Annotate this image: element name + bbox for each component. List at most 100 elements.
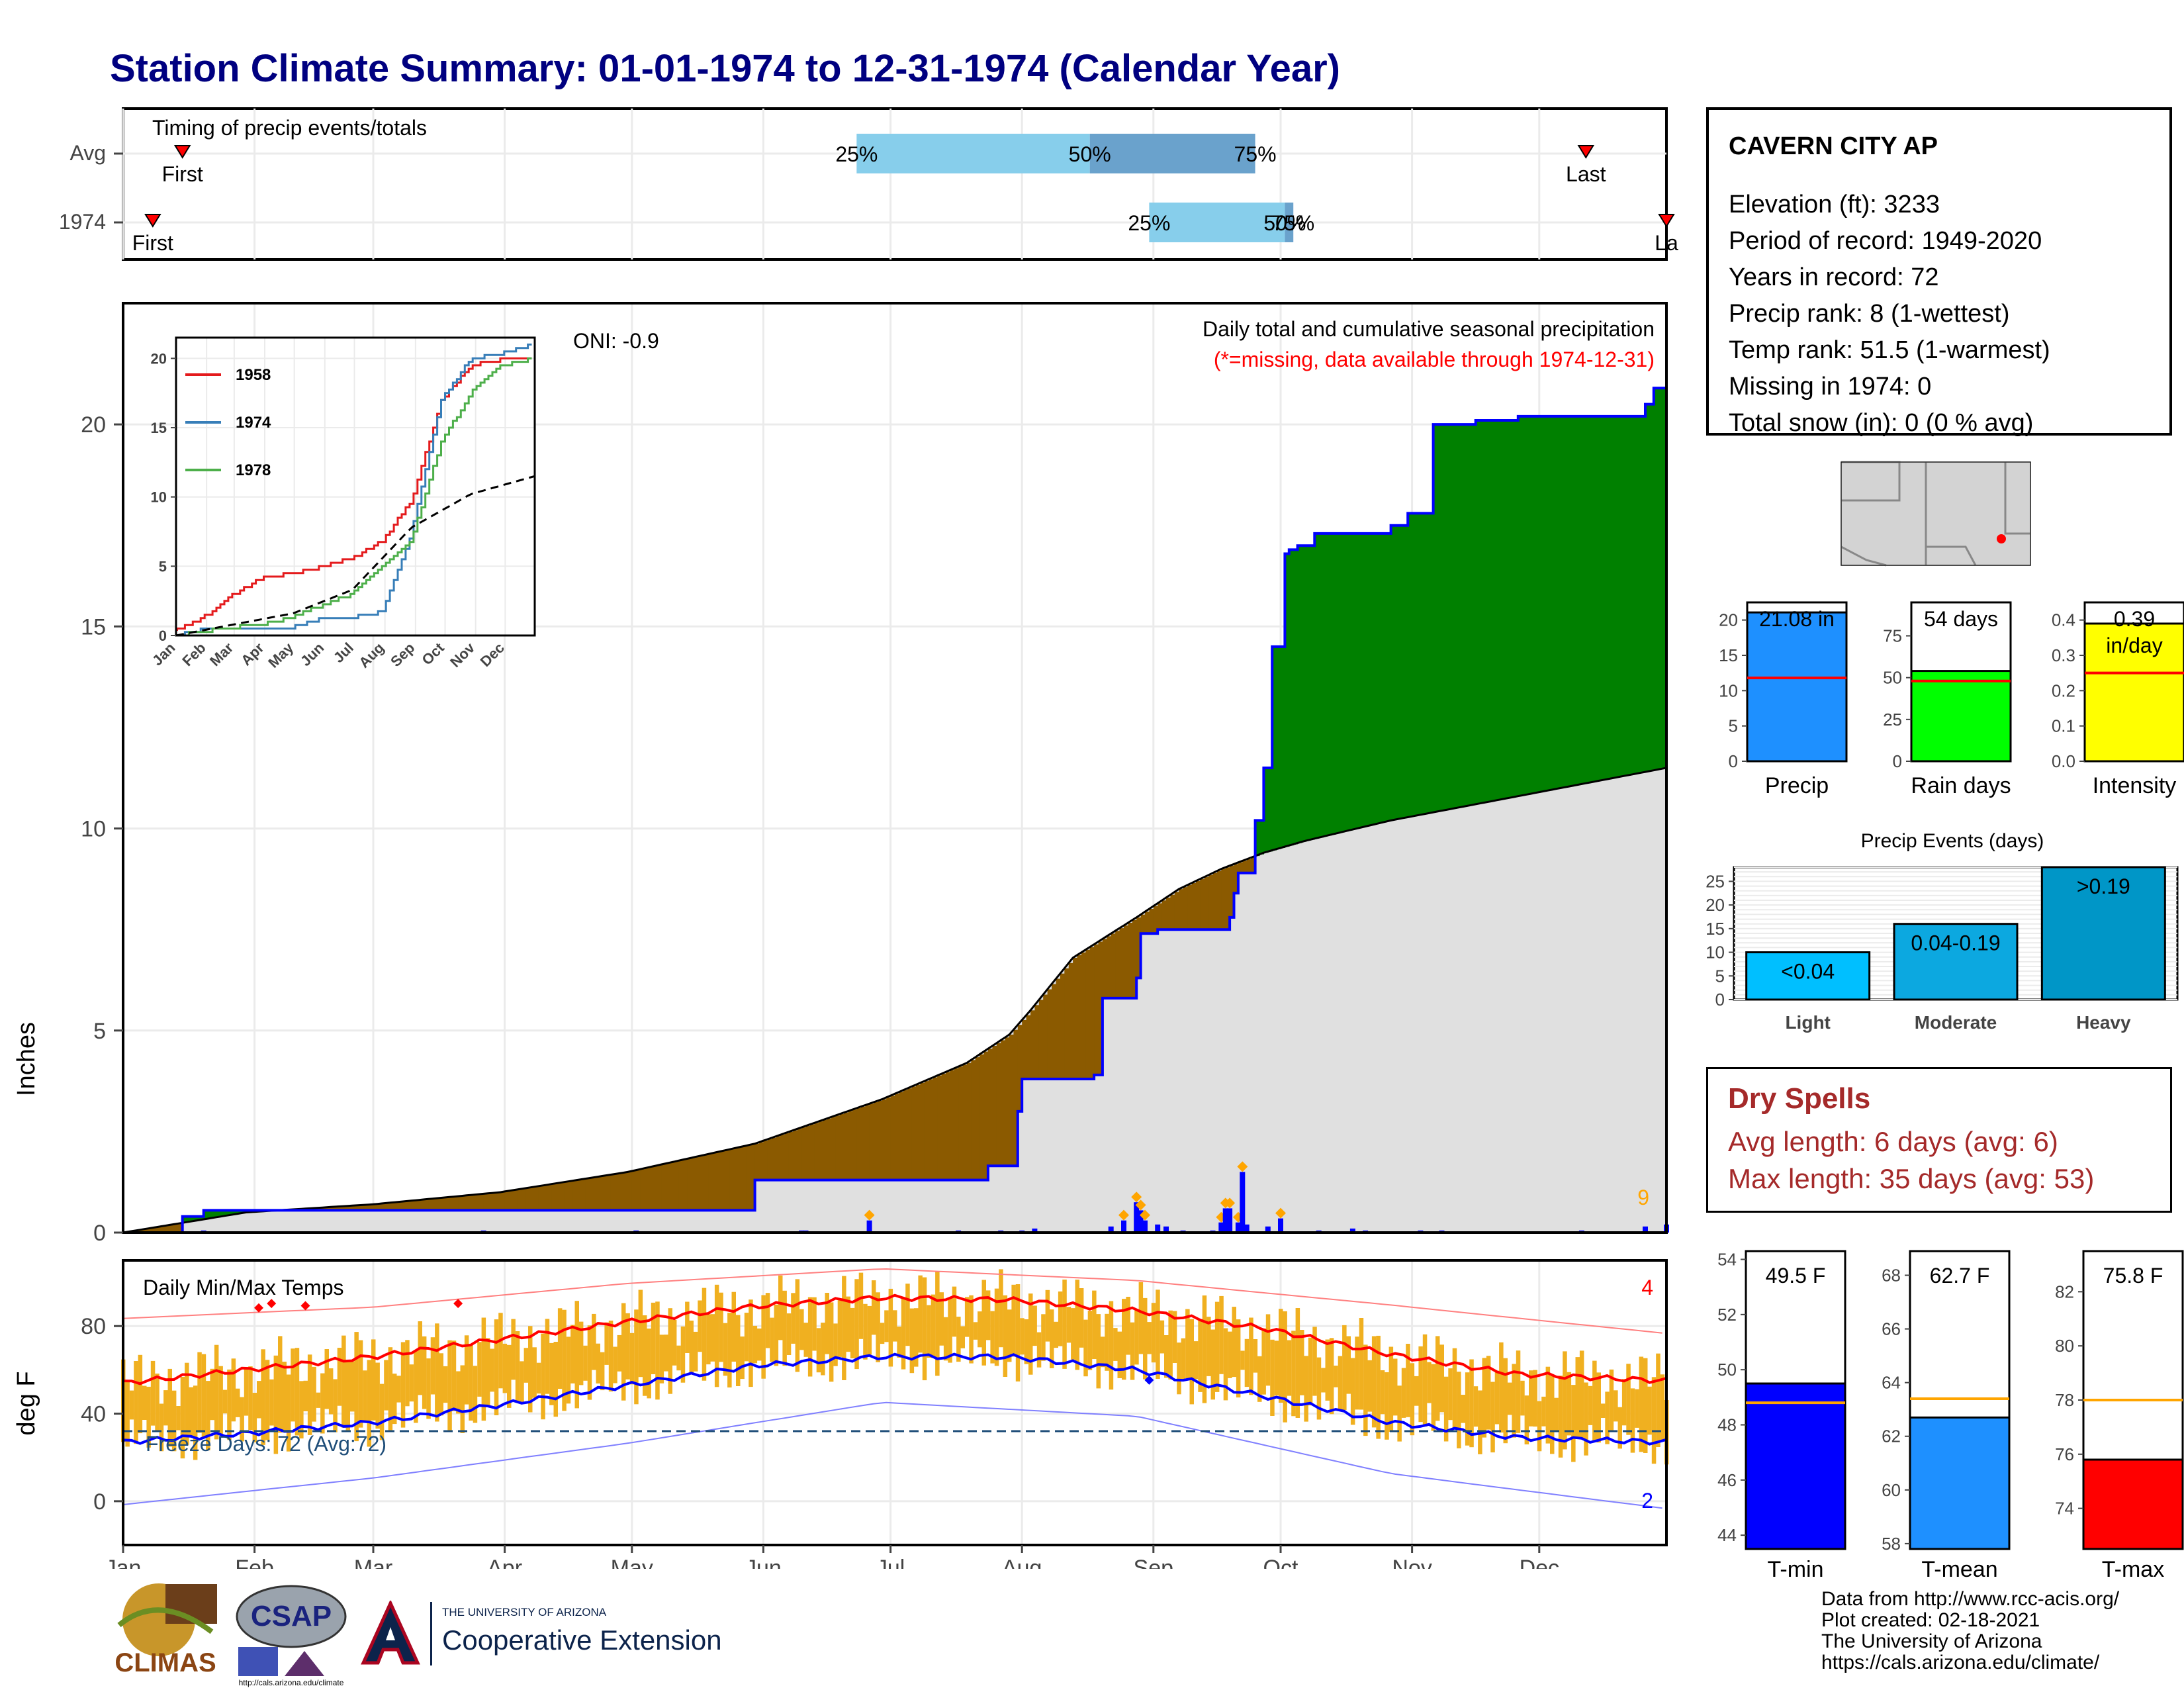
surplus-band (1611, 416, 1616, 778)
daily-temp-bar (1422, 1334, 1428, 1427)
daily-temp-bar (354, 1332, 359, 1442)
surplus-band (1263, 768, 1269, 853)
deficit-band (365, 1205, 370, 1211)
deficit-band (1089, 947, 1095, 1079)
surplus-band (1267, 768, 1273, 852)
daily-temp-bar (447, 1340, 452, 1432)
daily-temp-bar (909, 1308, 915, 1374)
climas-swoosh (117, 1607, 214, 1634)
daily-temp-bar (494, 1319, 499, 1415)
daily-temp-bar (1397, 1385, 1402, 1442)
deficit-band (500, 1192, 506, 1211)
daily-temp-bar (1300, 1330, 1304, 1395)
daily-temp-bar (1541, 1396, 1546, 1427)
daily-temp-bar (316, 1392, 321, 1408)
daily-temp-bar (825, 1293, 829, 1354)
deficit-band (780, 1135, 785, 1180)
surplus-band (1259, 820, 1264, 855)
daily-temp-bar (570, 1325, 575, 1383)
station-years: Years in record: 72 (1729, 263, 1939, 291)
deficit-band (983, 1051, 989, 1180)
daily-temp-bar (486, 1338, 490, 1405)
daily-temp-bar (693, 1331, 698, 1372)
timing-1974-first-label: First (132, 231, 173, 255)
daily-temp-bar (392, 1374, 397, 1425)
daily-precip-bar (1349, 1228, 1355, 1233)
daily-temp-bar (1558, 1376, 1563, 1458)
daily-temp-bar (1087, 1311, 1093, 1370)
daily-temp-bar (1032, 1305, 1037, 1346)
temp-bar-tick-label: 74 (2055, 1499, 2074, 1519)
daily-temp-bar (1550, 1376, 1555, 1454)
events-bar-light (1745, 951, 1871, 1001)
deficit-band (1068, 962, 1073, 1079)
deficit-band (805, 1125, 811, 1180)
surplus-band (1471, 424, 1477, 806)
deficit-band (907, 1088, 913, 1180)
deficit-band (856, 1108, 862, 1180)
tmean-value-label: 62.7 F (1930, 1264, 1990, 1288)
main-y-tick-label: 10 (81, 817, 106, 842)
month-label: Apr (487, 1556, 522, 1569)
daily-temp-bar (295, 1348, 300, 1436)
tmean-bar (1909, 1416, 2011, 1550)
deficit-band (1174, 892, 1179, 930)
heavy-event-marker (1237, 1161, 1248, 1172)
daily-temp-bar (1393, 1358, 1398, 1416)
surplus-band (1467, 424, 1472, 806)
daily-temp-bar (1329, 1338, 1334, 1415)
surplus-band (1594, 416, 1600, 782)
deficit-band (1102, 939, 1107, 998)
daily-temp-bar (422, 1336, 427, 1409)
deficit-band (178, 1223, 183, 1233)
daily-temp-bar (816, 1328, 821, 1373)
month-label: Mar (354, 1556, 393, 1569)
deficit-band (598, 1176, 603, 1211)
surplus-band (1272, 646, 1277, 851)
deficit-band (1158, 903, 1163, 930)
surplus-band (1255, 820, 1260, 857)
deficit-band (636, 1170, 641, 1211)
daily-temp-bar (867, 1305, 872, 1355)
daily-temp-bar (562, 1309, 567, 1411)
daily-temp-bar (643, 1315, 647, 1396)
daily-temp-bar (532, 1347, 537, 1398)
daily-temp-bar (969, 1295, 974, 1364)
daily-temp-bar (702, 1288, 707, 1381)
daily-temp-bar (978, 1311, 982, 1348)
timing-avg-first-label: First (162, 162, 203, 186)
deficit-band (903, 1090, 908, 1180)
daily-temp-bar (1473, 1386, 1479, 1427)
daily-temp-bar (553, 1342, 558, 1417)
events-category-label: Heavy (2076, 1012, 2131, 1033)
surplus-band (1653, 388, 1659, 771)
daily-temp-bar (757, 1328, 762, 1361)
tmin-bar (1745, 1382, 1846, 1550)
daily-temp-bar (731, 1291, 736, 1362)
deficit-band (445, 1197, 450, 1211)
daily-temp-bar (893, 1310, 897, 1342)
deficit-band (1038, 1000, 1044, 1079)
location-map (1841, 461, 2031, 567)
surplus-band (216, 1210, 221, 1217)
surplus-band (1340, 533, 1345, 833)
deficit-band (1001, 1040, 1006, 1166)
deficit-band (543, 1185, 548, 1211)
surplus-band (1475, 420, 1480, 804)
deficit-band (152, 1227, 158, 1233)
surplus-band (1510, 420, 1514, 798)
deficit-band (937, 1075, 942, 1180)
oni-label: ONI: -0.9 (573, 329, 659, 353)
daily-precip-bar (866, 1220, 872, 1233)
deficit-band (1017, 1025, 1023, 1111)
daily-temp-bar (507, 1344, 512, 1408)
deficit-band (1221, 868, 1226, 930)
events-bar-label: 0.04-0.19 (1911, 931, 2000, 955)
deficit-band (818, 1121, 823, 1180)
deficit-band (411, 1200, 416, 1211)
deficit-band (759, 1142, 764, 1180)
dry-spells-avg: Avg length: 6 days (avg: 6) (1728, 1126, 2058, 1157)
daily-temp-bar (714, 1284, 719, 1387)
daily-temp-bar (1490, 1382, 1495, 1453)
